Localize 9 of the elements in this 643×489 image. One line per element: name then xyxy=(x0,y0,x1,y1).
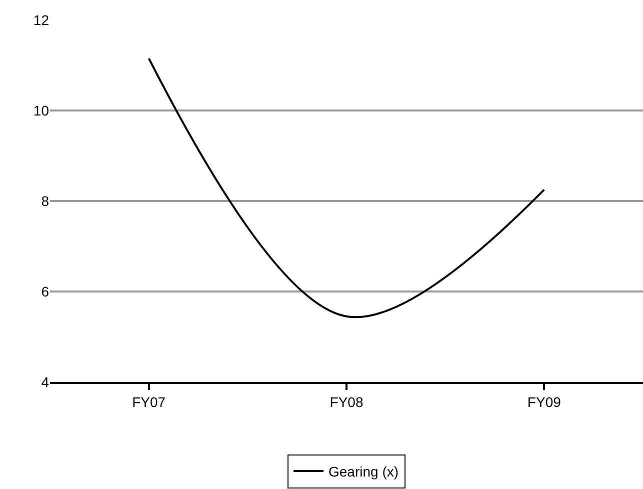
y-tick-label: 6 xyxy=(41,283,50,300)
y-tick-label: 12 xyxy=(33,12,50,28)
legend-label: Gearing (x) xyxy=(328,463,399,480)
x-tick-label: FY08 xyxy=(330,394,364,410)
x-tick-label: FY07 xyxy=(132,394,166,410)
y-tick-label: 8 xyxy=(41,192,50,209)
y-tick-label: 10 xyxy=(33,102,50,118)
y-tick-label: 4 xyxy=(41,374,50,390)
x-tick-label: FY09 xyxy=(527,394,562,410)
